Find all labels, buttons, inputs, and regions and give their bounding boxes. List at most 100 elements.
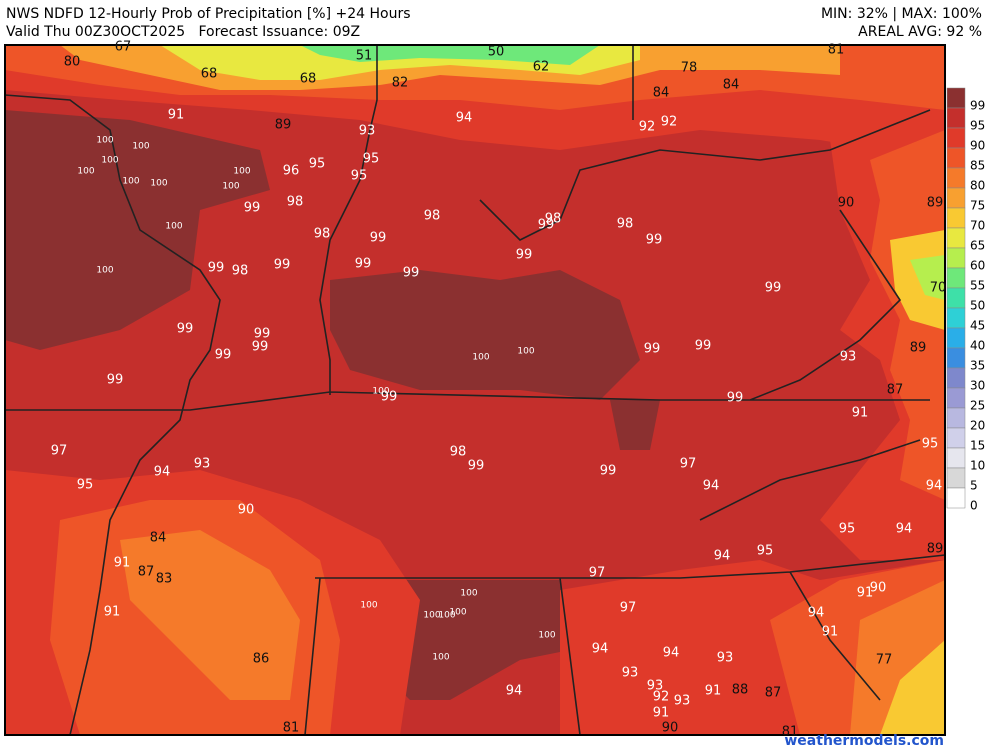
map-value-label: 98 <box>545 212 562 227</box>
map-value-label: 100 <box>233 167 250 177</box>
map-value-label: 93 <box>622 666 639 681</box>
legend-swatch <box>946 487 966 509</box>
legend-label: 5 <box>970 479 978 493</box>
map-value-label: 89 <box>275 118 292 133</box>
map-value-label: 98 <box>424 209 441 224</box>
map-value-label: 51 <box>356 49 373 64</box>
map-value-label: 100 <box>222 182 239 192</box>
map-value-label: 91 <box>168 108 185 123</box>
legend-swatch <box>946 147 966 169</box>
map-value-label: 97 <box>620 601 637 616</box>
map-value-label: 94 <box>703 479 720 494</box>
map-value-label: 99 <box>538 218 555 233</box>
map-value-label: 100 <box>165 222 182 232</box>
map-value-label: 82 <box>392 76 409 91</box>
map-value-label: 98 <box>232 264 249 279</box>
map-value-label: 99 <box>646 233 663 248</box>
map-value-label: 95 <box>363 152 380 167</box>
legend-swatch <box>946 107 966 129</box>
legend-swatch <box>946 307 966 329</box>
legend-label: 40 <box>970 339 985 353</box>
map-value-label: 98 <box>617 217 634 232</box>
map-value-label: 100 <box>96 136 113 146</box>
map-value-label: 84 <box>653 86 670 101</box>
legend-label: 65 <box>970 239 985 253</box>
map-value-label: 98 <box>450 445 467 460</box>
map-value-label: 96 <box>283 164 300 179</box>
map-value-label: 90 <box>662 721 679 736</box>
map-value-label: 89 <box>910 341 927 356</box>
map-value-label: 99 <box>765 281 782 296</box>
map-value-label: 97 <box>51 444 68 459</box>
map-value-label: 91 <box>104 605 121 620</box>
map-value-label: 91 <box>852 406 869 421</box>
legend-swatch <box>946 267 966 289</box>
legend-swatch <box>946 447 966 469</box>
map-value-label: 94 <box>592 642 609 657</box>
map-value-label: 95 <box>77 478 94 493</box>
map-value-label: 94 <box>506 684 523 699</box>
map-value-label: 93 <box>194 457 211 472</box>
legend-swatch <box>946 127 966 149</box>
map-value-label: 100 <box>432 653 449 663</box>
map-value-label: 97 <box>589 566 606 581</box>
map-value-label: 100 <box>449 608 466 618</box>
map-value-label: 95 <box>309 157 326 172</box>
map-value-label: 78 <box>681 61 698 76</box>
legend-swatch <box>946 287 966 309</box>
map-value-label: 89 <box>927 196 944 211</box>
legend-swatch <box>946 227 966 249</box>
legend-label: 35 <box>970 359 985 373</box>
map-value-label: 99 <box>254 327 271 342</box>
map-value-label: 100 <box>472 353 489 363</box>
legend-label: 45 <box>970 319 985 333</box>
legend-label: 70 <box>970 219 985 233</box>
map-value-label: 93 <box>674 694 691 709</box>
map-value-label: 99 <box>107 373 124 388</box>
legend-label: 25 <box>970 399 985 413</box>
map-value-label: 95 <box>757 544 774 559</box>
map-value-label: 87 <box>138 565 155 580</box>
map-value-label: 87 <box>887 383 904 398</box>
legend-swatch <box>946 367 966 389</box>
map-value-label: 99 <box>403 266 420 281</box>
map-value-label: 68 <box>201 67 218 82</box>
legend-swatch <box>946 407 966 429</box>
legend-label: 20 <box>970 419 985 433</box>
map-value-label: 81 <box>283 721 300 736</box>
map-value-label: 100 <box>150 179 167 189</box>
map-value-label: 81 <box>782 725 799 740</box>
map-value-label: 80 <box>64 55 81 70</box>
legend-swatch <box>946 387 966 409</box>
map-value-label: 62 <box>533 60 550 75</box>
map-value-label: 94 <box>154 465 171 480</box>
map-value-label: 99 <box>600 464 617 479</box>
legend-swatch <box>946 467 966 489</box>
map-value-label: 92 <box>661 115 678 130</box>
map-fill <box>5 45 945 735</box>
map-value-label: 87 <box>765 686 782 701</box>
map-value-label: 92 <box>639 120 656 135</box>
map-value-label: 93 <box>840 350 857 365</box>
map-value-label: 97 <box>680 457 697 472</box>
map-frame <box>4 44 946 736</box>
map-value-label: 94 <box>714 549 731 564</box>
map-value-label: 94 <box>663 646 680 661</box>
map-value-label: 100 <box>132 142 149 152</box>
map-value-label: 100 <box>538 631 555 641</box>
map-value-label: 68 <box>300 72 317 87</box>
map-value-label: 98 <box>314 227 331 242</box>
map-value-label: 100 <box>460 589 477 599</box>
map-value-label: 91 <box>857 586 874 601</box>
map-value-label: 95 <box>351 169 368 184</box>
map-value-label: 94 <box>926 479 943 494</box>
map-value-label: 94 <box>456 111 473 126</box>
map-value-label: 100 <box>77 167 94 177</box>
legend-label: 95 <box>970 119 985 133</box>
map-value-label: 91 <box>822 625 839 640</box>
map-value-label: 91 <box>705 684 722 699</box>
map-value-label: 100 <box>101 156 118 166</box>
map-value-label: 99 <box>381 390 398 405</box>
legend-label: 90 <box>970 139 985 153</box>
legend-label: 0 <box>970 499 978 513</box>
